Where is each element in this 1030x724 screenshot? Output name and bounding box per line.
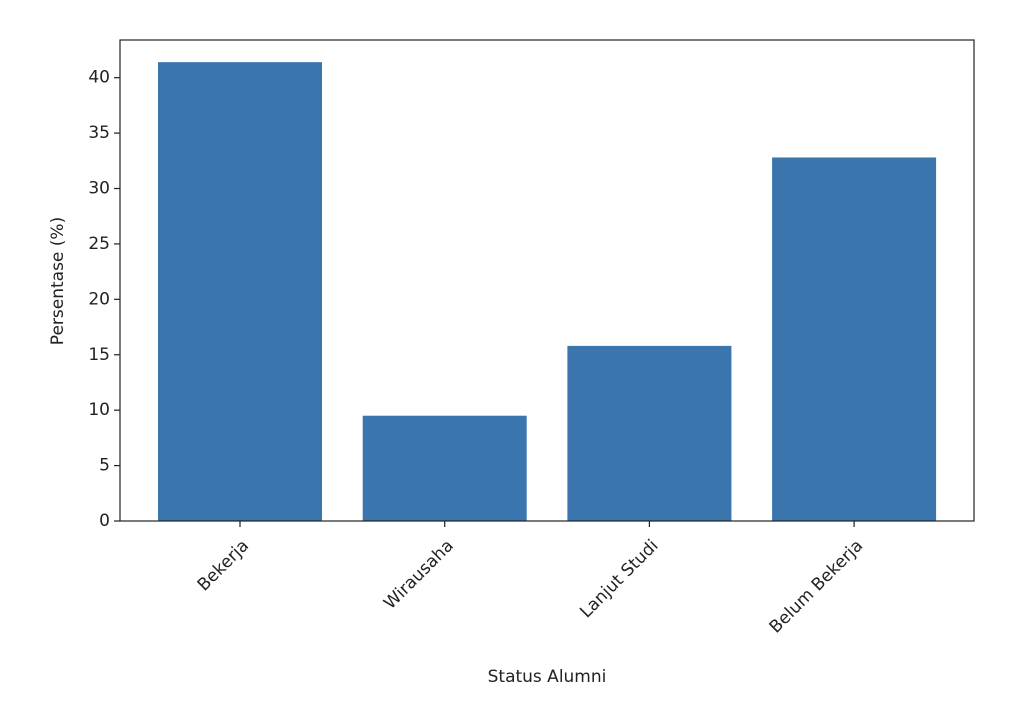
x-tick-label: Belum Bekerja bbox=[766, 536, 868, 638]
x-axis-label: Status Alumni bbox=[488, 667, 607, 687]
plot-frame bbox=[119, 39, 975, 522]
x-tick-label: Lanjut Studi bbox=[576, 536, 662, 622]
y-tick-label: 10 bbox=[88, 400, 110, 420]
y-tick-label: 20 bbox=[88, 289, 110, 309]
y-tick-label: 15 bbox=[88, 345, 110, 365]
bar bbox=[158, 62, 322, 522]
x-tick-label: Wirausaha bbox=[380, 536, 458, 614]
y-tick-label: 30 bbox=[88, 179, 110, 199]
y-tick-label: 25 bbox=[88, 234, 110, 254]
x-tick-label: Bekerja bbox=[194, 536, 253, 595]
bar bbox=[362, 415, 527, 521]
bar bbox=[772, 157, 937, 522]
y-tick-label: 40 bbox=[88, 68, 110, 88]
bar bbox=[567, 345, 732, 521]
y-axis-label: Persentase (%) bbox=[48, 217, 68, 345]
y-tick-label: 35 bbox=[88, 123, 110, 143]
y-tick-label: 5 bbox=[99, 456, 110, 476]
y-tick-label: 0 bbox=[99, 511, 110, 531]
